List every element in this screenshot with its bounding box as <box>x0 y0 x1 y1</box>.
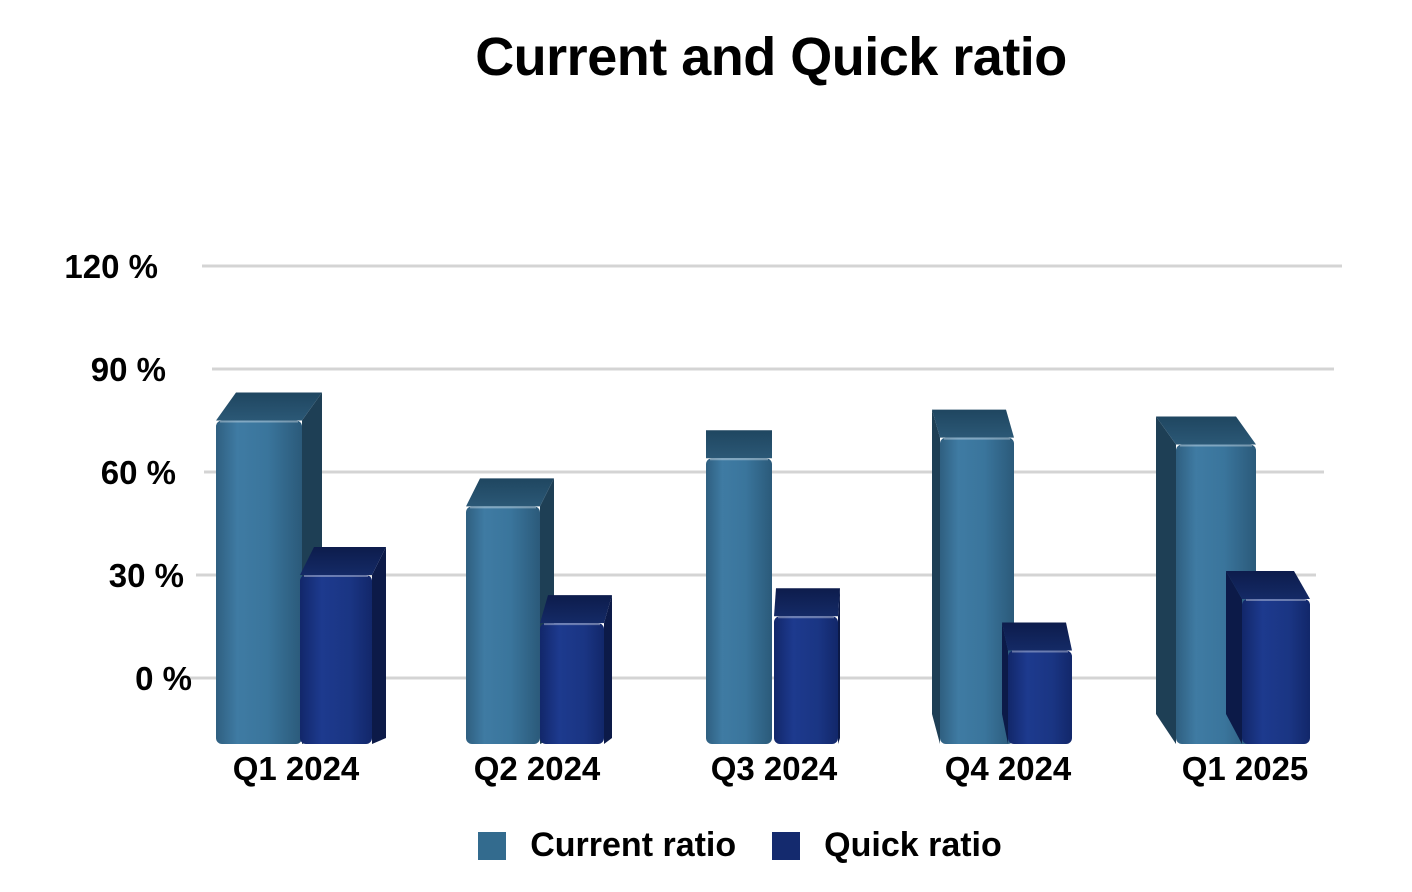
legend-item-current-ratio: Current ratio <box>478 826 736 865</box>
y-tick-label: 30 % <box>109 557 184 594</box>
bar-quick-ratio <box>1226 571 1310 744</box>
bar-quick-ratio <box>540 595 612 744</box>
legend-swatch-current-ratio <box>478 831 507 860</box>
bar-quick-ratio <box>774 588 840 744</box>
legend-label-quick-ratio: Quick ratio <box>824 826 1002 864</box>
y-axis-tick-labels: 0 % 30 % 60 % 90 % 120 % <box>64 248 192 697</box>
bar-quick-ratio <box>300 547 386 744</box>
legend-swatch-quick-ratio <box>772 831 801 860</box>
bars <box>216 392 1310 744</box>
x-tick-label: Q1 2025 <box>1182 750 1309 787</box>
y-tick-label: 60 % <box>101 454 176 491</box>
bar-current-ratio <box>216 392 322 744</box>
legend-label-current-ratio: Current ratio <box>530 826 737 864</box>
x-tick-label: Q1 2024 <box>233 750 360 787</box>
legend-item-quick-ratio: Quick ratio <box>772 826 1002 865</box>
x-tick-label: Q3 2024 <box>711 750 838 787</box>
y-tick-label: 120 % <box>64 248 158 285</box>
legend: Current ratio Quick ratio <box>0 826 1412 865</box>
bar-quick-ratio <box>1002 622 1072 744</box>
x-tick-label: Q4 2024 <box>945 750 1072 787</box>
bar-current-ratio <box>932 409 1014 744</box>
y-tick-label: 90 % <box>91 351 166 388</box>
x-tick-label: Q2 2024 <box>474 750 601 787</box>
y-tick-label: 0 % <box>135 660 192 697</box>
bar-current-ratio <box>706 430 772 744</box>
chart-title: Current and Quick ratio <box>475 27 1067 87</box>
x-axis-tick-labels: Q1 2024 Q2 2024 Q3 2024 Q4 2024 Q1 2025 <box>233 750 1309 787</box>
